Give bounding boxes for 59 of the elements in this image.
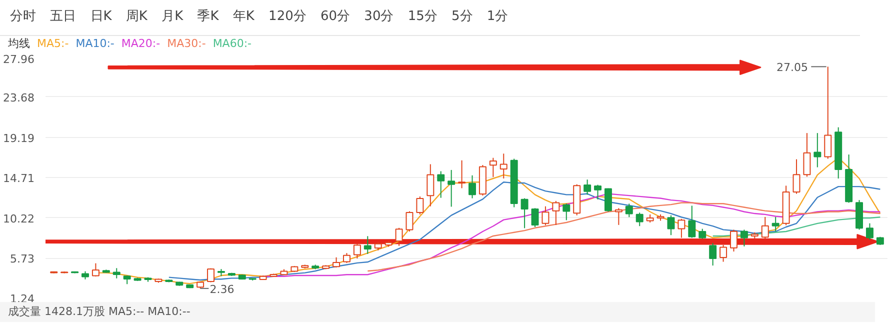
text: MA5:- bbox=[37, 37, 69, 50]
candlestick bbox=[112, 268, 120, 279]
text: MA10:- bbox=[76, 37, 114, 50]
y-tick-label: 5.73 bbox=[10, 252, 35, 266]
y-tick-label: 14.71 bbox=[3, 172, 35, 186]
candlestick bbox=[594, 184, 602, 200]
legend-title: 均线 bbox=[8, 37, 30, 50]
candlestick bbox=[552, 200, 560, 226]
y-tick-label: 27.96 bbox=[3, 53, 35, 66]
candlestick bbox=[720, 244, 728, 262]
candlestick bbox=[866, 222, 874, 240]
candlestick bbox=[709, 242, 717, 266]
candlestick bbox=[761, 216, 769, 240]
candlestick bbox=[520, 198, 528, 229]
text: MA30:- bbox=[167, 37, 206, 50]
candlestick bbox=[353, 244, 361, 259]
candlestick bbox=[604, 188, 612, 212]
y-tick-label: 19.19 bbox=[3, 132, 35, 145]
line-series bbox=[367, 202, 881, 272]
text: MA60:- bbox=[212, 37, 252, 50]
candlestick bbox=[667, 214, 675, 236]
candlestick bbox=[688, 205, 696, 238]
candlestick bbox=[437, 170, 445, 198]
candlestick bbox=[395, 227, 403, 246]
candlestick bbox=[614, 208, 622, 226]
text: 成交量 1428.1万股 MA5:-- MA10:-- bbox=[0, 302, 875, 322]
candlestick bbox=[740, 229, 748, 247]
candlestick bbox=[625, 203, 633, 218]
candlestick bbox=[468, 174, 476, 199]
candlestick bbox=[364, 236, 372, 254]
candlestick bbox=[730, 229, 738, 252]
annotation: 27.05 bbox=[776, 61, 808, 74]
candlestick bbox=[426, 164, 434, 207]
candlestick bbox=[332, 256, 340, 268]
candlestick bbox=[803, 132, 811, 178]
candlestick bbox=[824, 66, 832, 160]
candlestick bbox=[542, 206, 550, 226]
candlestick bbox=[584, 179, 592, 196]
y-tick-label: 10.22 bbox=[3, 212, 35, 226]
candlestick bbox=[562, 203, 570, 221]
candlestick bbox=[500, 153, 508, 179]
y-tick-label: 23.68 bbox=[3, 91, 35, 104]
candlestick bbox=[416, 196, 424, 215]
candlestick bbox=[814, 132, 822, 168]
candlestick bbox=[678, 218, 686, 238]
candlestick bbox=[406, 210, 414, 232]
candlestick bbox=[458, 160, 466, 189]
candlestick bbox=[772, 216, 780, 232]
candlestick bbox=[636, 212, 644, 227]
line-series bbox=[168, 181, 881, 281]
candlestick bbox=[531, 208, 539, 228]
candlestick bbox=[792, 158, 800, 194]
candlestick bbox=[448, 169, 456, 208]
candlestick bbox=[92, 262, 100, 277]
text: 分时 五日 日K 周K 月K 季K 年K 120分 60分 30分 15分 5分 1分 bbox=[0, 0, 860, 36]
annotation: 2.36 bbox=[210, 282, 234, 296]
candlestick bbox=[342, 252, 350, 264]
text: MA20:- bbox=[121, 37, 160, 50]
candlestick bbox=[489, 157, 497, 178]
